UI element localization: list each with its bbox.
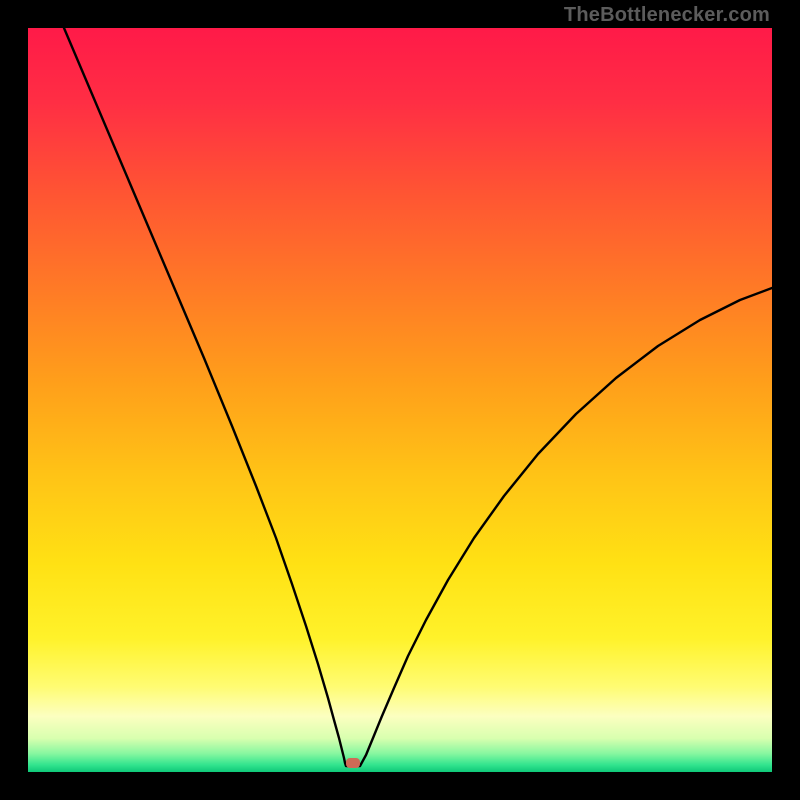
watermark-text: TheBottlenecker.com — [564, 4, 770, 27]
plot-area — [28, 28, 772, 772]
bottleneck-marker — [346, 758, 360, 768]
gradient-background — [28, 28, 772, 772]
